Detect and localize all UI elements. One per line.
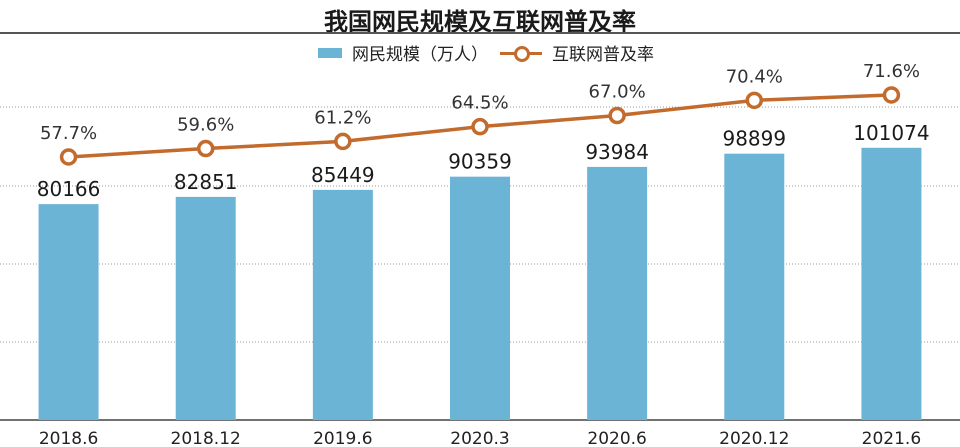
- rate-marker-1: [196, 139, 215, 158]
- rate-marker-2: [334, 132, 352, 151]
- legend-item-line: 互联网普及率: [500, 40, 654, 65]
- bar-value-label-6: 101074: [853, 121, 929, 145]
- x-tick-label-3: 2020.3: [450, 429, 509, 447]
- bar-value-label-3: 90359: [448, 150, 512, 174]
- rate-value-label-0: 57.7%: [40, 123, 97, 144]
- bar-1: [175, 196, 236, 420]
- legend: 网民规模（万人） 互联网普及率: [0, 40, 960, 65]
- rate-marker-3: [471, 117, 489, 136]
- rate-value-label-6: 71.6%: [863, 61, 920, 82]
- x-tick-label-4: 2020.6: [587, 429, 646, 447]
- bar-value-label-4: 93984: [585, 140, 649, 164]
- x-tick-label-1: 2018.12: [171, 429, 241, 447]
- rate-marker-4: [608, 106, 626, 125]
- bar-6: [861, 147, 922, 420]
- bar-value-label-1: 82851: [174, 170, 238, 194]
- rate-value-label-5: 70.4%: [726, 66, 783, 87]
- x-tick-label-5: 2020.12: [719, 429, 789, 447]
- legend-item-bar: 网民规模（万人）: [318, 40, 488, 65]
- bar-5: [724, 153, 785, 421]
- bar-value-label-0: 80166: [37, 177, 101, 201]
- legend-bar-swatch: [318, 47, 342, 58]
- legend-line-label: 互联网普及率: [552, 45, 654, 65]
- x-tick-label-0: 2018.6: [39, 429, 98, 447]
- bar-value-label-2: 85449: [311, 163, 375, 187]
- rate-marker-0: [59, 148, 78, 166]
- bar-value-label-5: 98899: [722, 127, 786, 151]
- legend-line-swatch: [500, 45, 542, 62]
- x-tick-label-2: 2019.6: [313, 429, 372, 447]
- x-tick-label-6: 2021.6: [862, 429, 921, 447]
- rate-value-label-1: 59.6%: [177, 115, 234, 136]
- title-divider: [0, 32, 960, 34]
- bar-3: [450, 176, 510, 420]
- rate-value-label-3: 64.5%: [451, 93, 508, 114]
- bar-2: [312, 189, 373, 420]
- legend-bar-label: 网民规模（万人）: [352, 45, 488, 65]
- bar-4: [587, 166, 648, 420]
- rate-value-label-4: 67.0%: [589, 82, 646, 103]
- bar-0: [38, 204, 99, 420]
- rate-value-label-2: 61.2%: [314, 107, 371, 128]
- rate-marker-6: [882, 86, 901, 104]
- chart-title: 我国网民规模及互联网普及率: [324, 8, 636, 36]
- rate-marker-5: [745, 91, 764, 110]
